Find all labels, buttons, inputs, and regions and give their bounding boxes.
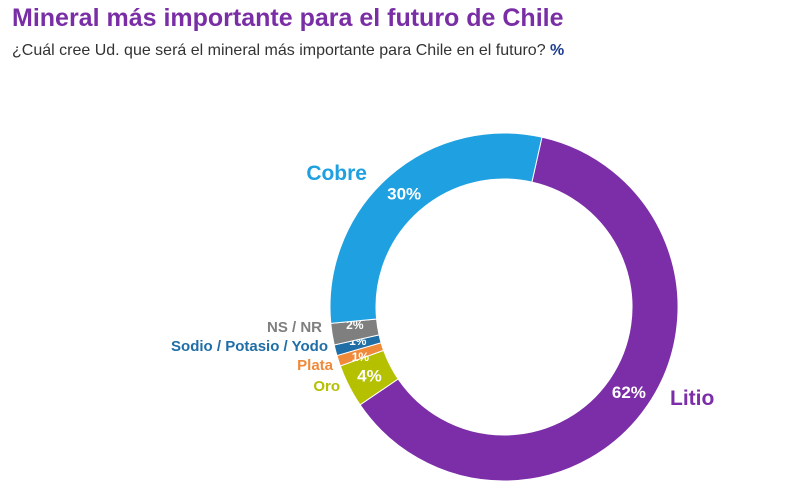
data-label: 1%: [352, 350, 370, 364]
category-label: Sodio / Potasio / Yodo: [171, 338, 328, 355]
data-label: 62%: [612, 383, 646, 402]
category-label: Cobre: [306, 162, 367, 185]
unit-label: %: [550, 42, 565, 59]
chart-title: Mineral más importante para el futuro de…: [12, 4, 564, 32]
data-label: 4%: [357, 367, 382, 386]
slice-cobre: [329, 132, 543, 324]
category-label: NS / NR: [267, 319, 322, 336]
slice-litio: [359, 136, 679, 482]
category-label: Oro: [313, 378, 340, 395]
category-label: Plata: [297, 357, 334, 374]
chart-subtitle: ¿Cuál cree Ud. que será el mineral más i…: [12, 42, 564, 60]
data-label: 30%: [387, 185, 421, 204]
category-label: Litio: [670, 387, 714, 410]
subtitle-text: ¿Cuál cree Ud. que será el mineral más i…: [12, 42, 546, 59]
